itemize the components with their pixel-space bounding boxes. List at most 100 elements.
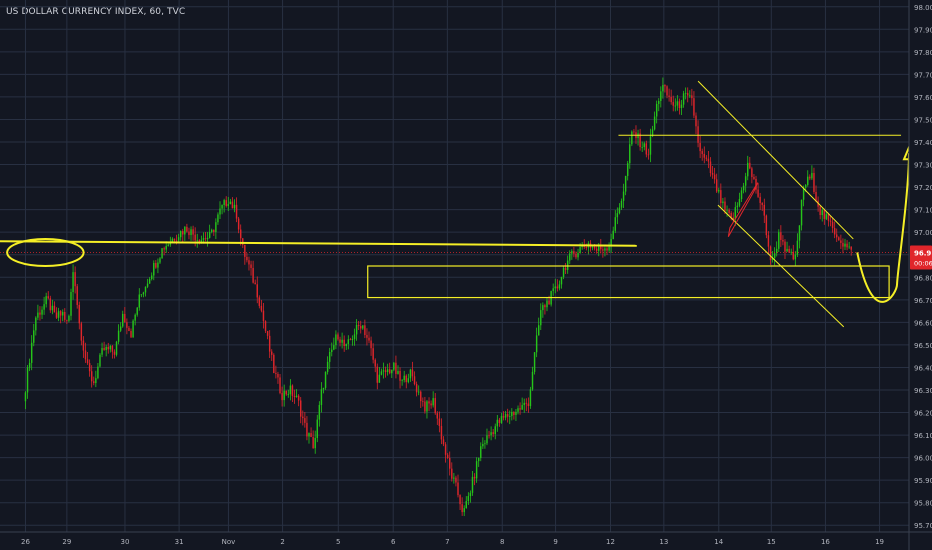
candle-body (415, 383, 418, 393)
candle-body (500, 416, 503, 423)
candle-body (765, 215, 768, 236)
candle-body (546, 300, 548, 308)
candle-body (364, 325, 366, 336)
candle-body (378, 374, 381, 383)
candle-body (695, 115, 697, 127)
candle-body (345, 344, 347, 347)
candle-body (626, 163, 629, 176)
candle-body (780, 232, 782, 240)
candle-body (312, 436, 314, 449)
chart-title: US DOLLAR CURRENCY INDEX, 60, TVC (6, 7, 186, 17)
candle-body (606, 248, 608, 251)
candle-body (161, 248, 163, 259)
x-tick-label: 7 (445, 538, 449, 546)
candle-body (622, 191, 625, 201)
candle-body (529, 389, 532, 407)
candle-body (773, 253, 776, 259)
candle-body (302, 416, 304, 419)
candle-body (196, 240, 198, 242)
candle-body (755, 178, 757, 190)
candle-body (130, 330, 132, 338)
candle-body (128, 327, 130, 331)
candle-body (506, 414, 509, 417)
candle-body (693, 98, 695, 116)
candle-body (728, 209, 730, 214)
x-tick-label: 26 (21, 538, 30, 546)
candle-body (186, 226, 188, 232)
y-tick-label: 97.80 (914, 49, 932, 57)
candle-body (778, 232, 780, 249)
candle-body (535, 335, 538, 353)
candle-body (411, 369, 414, 377)
candle-body (463, 508, 465, 513)
x-tick-label: 8 (500, 538, 504, 546)
candle-body (227, 204, 230, 206)
candle-body (107, 346, 109, 350)
candle-body (469, 492, 472, 497)
candle-body (440, 426, 443, 440)
candle-body (686, 93, 689, 96)
candle-body (271, 351, 273, 355)
candle-body (486, 435, 488, 444)
candle-body (699, 142, 701, 152)
candle-body (233, 204, 236, 209)
candle-body (480, 446, 482, 459)
candle-body (442, 439, 445, 445)
candle-body (422, 401, 424, 402)
y-tick-label: 97.10 (914, 207, 932, 215)
candle-body (560, 276, 563, 285)
candle-body (459, 495, 461, 505)
candle-body (682, 93, 685, 105)
candle-body (237, 218, 240, 230)
candle-body (608, 245, 610, 251)
candle-body (78, 304, 81, 324)
candle-body (26, 367, 29, 393)
candle-body (254, 282, 256, 285)
candle-body (153, 262, 155, 276)
candle-body (593, 246, 596, 249)
candle-body (326, 361, 329, 372)
candle-body (676, 101, 679, 106)
candle-body (554, 286, 556, 289)
candle-body (451, 468, 453, 479)
candle-body (217, 214, 219, 223)
candle-body (84, 350, 87, 360)
candle-body (113, 351, 116, 355)
candle-body (53, 305, 56, 313)
candle-body (132, 320, 134, 338)
candle-body (142, 292, 145, 295)
candle-body (494, 426, 496, 435)
candle-body (641, 147, 643, 148)
candle-body (718, 190, 720, 192)
candle-body (391, 369, 393, 374)
candle-body (388, 369, 391, 374)
candle-body (297, 395, 300, 401)
candle-body (289, 385, 292, 395)
candle-body (457, 482, 459, 496)
candle-body (355, 324, 358, 335)
candle-body (475, 461, 478, 479)
candle-body (213, 229, 215, 232)
candle-body (49, 298, 52, 311)
candle-body (515, 411, 517, 415)
candle-body (537, 325, 540, 336)
candle-body (838, 237, 840, 241)
candle-body (122, 313, 124, 327)
candle-body (757, 189, 759, 197)
candle-body (268, 335, 271, 352)
candle-body (564, 267, 567, 270)
candle-body (225, 200, 227, 206)
candle-body (316, 419, 318, 438)
y-tick-label: 96.60 (914, 319, 932, 327)
candle-body (97, 366, 99, 379)
candle-body (496, 419, 499, 427)
candle-body (448, 457, 451, 469)
candle-body (836, 234, 838, 238)
candle-body (360, 326, 362, 329)
candle-body (633, 131, 635, 133)
candle-body (30, 342, 33, 363)
candle-body (405, 375, 407, 383)
candle-body (206, 237, 209, 240)
